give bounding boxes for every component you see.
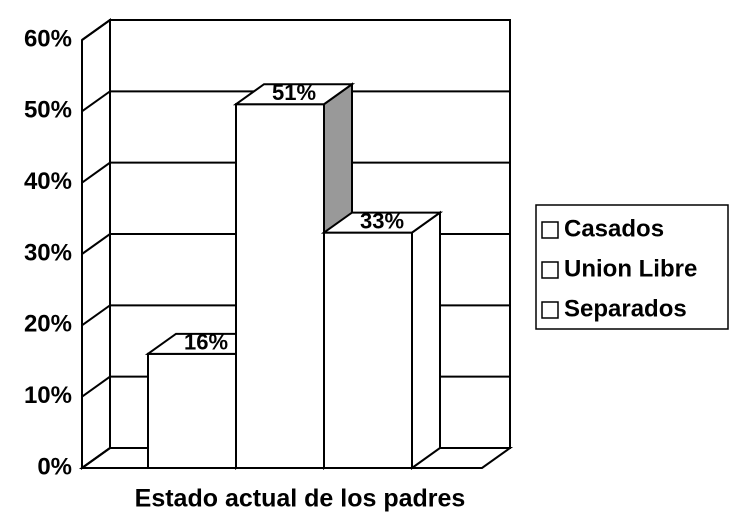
bar bbox=[235, 103, 325, 469]
grid-line bbox=[81, 90, 510, 113]
grid-line bbox=[81, 19, 510, 41]
bar bbox=[323, 231, 413, 469]
y-tick-label: 30% bbox=[24, 239, 72, 266]
y-tick-label: 10% bbox=[24, 382, 72, 409]
legend-swatch bbox=[541, 301, 559, 319]
legend-swatch bbox=[541, 221, 559, 239]
legend-label: Union Libre bbox=[564, 255, 697, 282]
bar-top bbox=[320, 211, 444, 234]
legend-label: Casados bbox=[564, 215, 664, 242]
y-tick-label: 20% bbox=[24, 311, 72, 338]
grid-line bbox=[81, 161, 510, 184]
y-tick-label: 40% bbox=[24, 168, 72, 195]
legend-swatch bbox=[541, 261, 559, 279]
data-label: 51% bbox=[272, 80, 316, 105]
data-label: 33% bbox=[360, 208, 404, 233]
data-label: 16% bbox=[184, 330, 228, 355]
bar-side bbox=[411, 210, 441, 470]
y-tick-label: 50% bbox=[24, 97, 72, 124]
legend-label: Separados bbox=[564, 295, 687, 322]
y-tick-label: 0% bbox=[37, 453, 72, 480]
bar-top bbox=[232, 83, 356, 106]
x-axis-label: Estado actual de los padres bbox=[135, 485, 466, 513]
y-tick-label: 60% bbox=[24, 25, 72, 52]
bar bbox=[147, 352, 237, 469]
legend-box bbox=[535, 204, 729, 330]
